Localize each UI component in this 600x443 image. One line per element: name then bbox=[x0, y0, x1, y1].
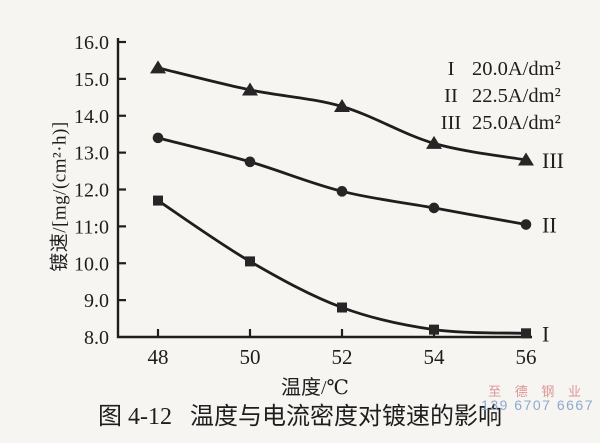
y-tick-label: 8.0 bbox=[84, 327, 109, 349]
data-point-square bbox=[245, 256, 255, 267]
y-tick-label: 14.0 bbox=[74, 106, 109, 128]
data-point-circle bbox=[520, 219, 532, 230]
data-point-square bbox=[153, 195, 163, 206]
y-tick-label: 12.0 bbox=[74, 180, 109, 202]
y-tick-label: 11:0 bbox=[74, 216, 109, 238]
legend-numeral-1: I bbox=[447, 58, 455, 80]
legend-label-3: 25.0A/dm² bbox=[472, 112, 561, 134]
data-point-circle bbox=[428, 202, 440, 214]
y-tick-label: 13.0 bbox=[74, 143, 109, 165]
y-tick-label: 9.0 bbox=[84, 290, 109, 312]
y-tick-label: 10.0 bbox=[74, 253, 109, 275]
x-axis-title: 温度/℃ bbox=[281, 377, 349, 399]
legend-item-1: I 20.0A/dm² bbox=[436, 56, 561, 83]
figure-caption: 图 4-12 温度与电流密度对镀速的影响 bbox=[0, 396, 600, 431]
x-tick-label: 54 bbox=[424, 345, 446, 369]
series-end-label-III: III bbox=[542, 148, 564, 173]
x-tick-label: 52 bbox=[332, 345, 353, 369]
legend-numeral-3: III bbox=[440, 112, 462, 134]
data-point-triangle bbox=[518, 152, 534, 166]
data-point-circle bbox=[152, 132, 164, 144]
y-axis-title: 镀速/[mg/(cm²·h)] bbox=[49, 121, 71, 272]
y-tick-label: 16.0 bbox=[74, 32, 109, 54]
watermark-company: 至 德 钢 业 bbox=[488, 384, 586, 399]
chart-legend: I 20.0A/dm² II 22.5A/dm² III 25.0A/dm² bbox=[436, 56, 561, 137]
y-tick-label: 15.0 bbox=[74, 69, 109, 91]
data-point-triangle bbox=[426, 135, 442, 149]
legend-label-2: 22.5A/dm² bbox=[472, 85, 561, 107]
data-point-triangle bbox=[150, 60, 166, 74]
legend-numeral-2: II bbox=[444, 85, 458, 107]
figure-title: 温度与电流密度对镀速的影响 bbox=[190, 404, 502, 430]
data-point-triangle bbox=[334, 99, 350, 113]
data-point-circle bbox=[336, 186, 348, 197]
legend-item-3: III 25.0A/dm² bbox=[436, 110, 561, 137]
series-end-label-II: II bbox=[542, 213, 557, 238]
data-point-triangle bbox=[242, 82, 258, 96]
x-tick-label: 56 bbox=[516, 345, 537, 369]
series-line-I bbox=[156, 199, 528, 335]
figure-number: 图 4-12 bbox=[98, 404, 172, 430]
x-tick-label: 50 bbox=[240, 345, 261, 369]
legend-label-1: 20.0A/dm² bbox=[472, 58, 561, 80]
data-point-square bbox=[337, 302, 347, 313]
x-tick-label: 48 bbox=[148, 345, 169, 369]
data-point-square bbox=[521, 328, 531, 339]
data-point-square bbox=[429, 324, 439, 335]
data-point-circle bbox=[244, 156, 256, 168]
watermark-phone: 139 6707 6667 bbox=[481, 397, 594, 413]
series-end-label-I: I bbox=[542, 321, 549, 346]
axes bbox=[116, 38, 532, 339]
legend-item-2: II 22.5A/dm² bbox=[436, 83, 561, 110]
